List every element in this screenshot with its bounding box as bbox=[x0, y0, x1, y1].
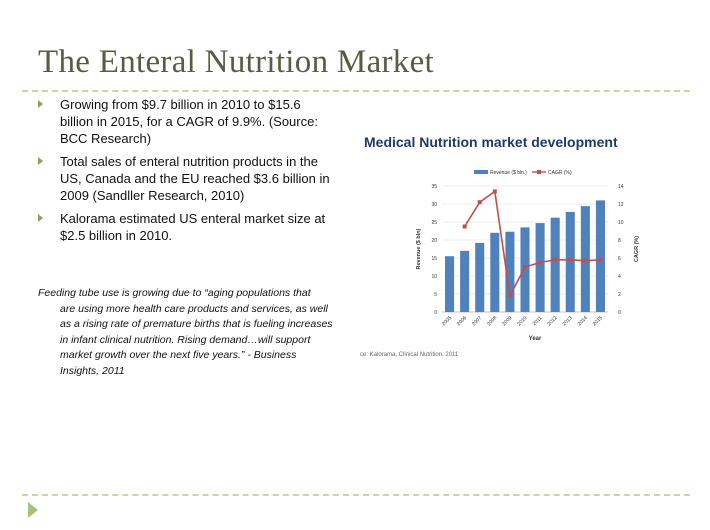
cagr-point bbox=[523, 265, 527, 269]
legend-line-marker bbox=[537, 170, 541, 174]
bar bbox=[565, 211, 575, 312]
bar bbox=[535, 223, 545, 312]
x-tick-label: 2007 bbox=[471, 315, 483, 327]
quote-first-line: Feeding tube use is growing due to “agin… bbox=[38, 287, 311, 299]
y2-tick-label: 14 bbox=[618, 184, 624, 190]
next-slide-arrow-icon[interactable] bbox=[28, 502, 38, 518]
y2-tick-label: 4 bbox=[618, 274, 621, 280]
cagr-point bbox=[568, 257, 573, 262]
slide-title: The Enteral Nutrition Market bbox=[38, 44, 435, 80]
bar bbox=[475, 242, 485, 312]
x-tick-label: 2011 bbox=[532, 315, 544, 327]
y-tick-label: 5 bbox=[434, 292, 437, 298]
y2-tick-label: 12 bbox=[618, 202, 624, 208]
cagr-point bbox=[538, 260, 543, 265]
cagr-point bbox=[492, 189, 497, 194]
bar bbox=[490, 232, 500, 312]
x-tick-label: 2013 bbox=[562, 315, 574, 327]
x-tick-label: 2009 bbox=[501, 315, 513, 327]
chart-source-note: ce: Kalorama, Clinical Nutrition, 2011 bbox=[360, 352, 459, 358]
y2-tick-label: 2 bbox=[618, 292, 621, 298]
y-tick-label: 10 bbox=[431, 274, 437, 280]
bar bbox=[460, 250, 470, 312]
bar bbox=[595, 200, 605, 312]
bullet-arrow-icon bbox=[38, 214, 43, 222]
bullet-text: Growing from $9.7 billion in 2010 to $15… bbox=[60, 97, 318, 146]
legend-label: CAGR (%) bbox=[548, 170, 572, 176]
bullet-item: Growing from $9.7 billion in 2010 to $15… bbox=[36, 96, 336, 147]
quote-block: Feeding tube use is growing due to “agin… bbox=[38, 286, 336, 379]
y2-tick-label: 0 bbox=[618, 310, 621, 316]
legend-label: Revenue ($ bln.) bbox=[490, 170, 527, 176]
y-axis-label: Revenue ($ bln) bbox=[416, 228, 422, 269]
cagr-point bbox=[507, 293, 512, 298]
y-tick-label: 20 bbox=[431, 238, 437, 244]
bullet-list: Growing from $9.7 billion in 2010 to $15… bbox=[36, 96, 336, 250]
cagr-point bbox=[477, 200, 482, 205]
quote-body: are using more health care products and … bbox=[60, 302, 333, 377]
bullet-item: Kalorama estimated US enteral market siz… bbox=[36, 210, 336, 244]
chart-title: Medical Nutrition market development bbox=[364, 134, 618, 150]
bar bbox=[520, 227, 530, 312]
cagr-point bbox=[583, 258, 588, 263]
x-tick-label: 2006 bbox=[456, 315, 468, 327]
x-tick-label: 2010 bbox=[516, 315, 528, 327]
bar bbox=[445, 256, 455, 312]
y2-tick-label: 8 bbox=[618, 238, 621, 244]
x-tick-label: 2015 bbox=[592, 315, 604, 327]
bar bbox=[550, 217, 560, 312]
x-tick-label: 2008 bbox=[486, 315, 498, 327]
x-tick-label: 2014 bbox=[577, 315, 589, 327]
bullet-arrow-icon bbox=[38, 157, 43, 165]
y2-tick-label: 6 bbox=[618, 256, 621, 262]
bullet-arrow-icon bbox=[38, 100, 43, 108]
x-tick-label: 2012 bbox=[546, 315, 558, 327]
bullet-text: Kalorama estimated US enteral market siz… bbox=[60, 211, 326, 243]
y-tick-label: 15 bbox=[431, 256, 437, 262]
y-tick-label: 25 bbox=[431, 220, 437, 226]
footer-divider bbox=[22, 494, 690, 496]
y-tick-label: 0 bbox=[434, 310, 437, 316]
cagr-point bbox=[462, 224, 467, 229]
y2-axis-label: CAGR (%) bbox=[634, 236, 640, 262]
cagr-point bbox=[553, 257, 558, 262]
y-tick-label: 35 bbox=[431, 184, 437, 190]
cagr-point bbox=[598, 257, 603, 262]
title-divider bbox=[22, 90, 690, 92]
x-axis-label: Year bbox=[529, 336, 542, 342]
x-tick-label: 2005 bbox=[441, 315, 453, 327]
bullet-item: Total sales of enteral nutrition product… bbox=[36, 153, 336, 204]
legend-bar-swatch bbox=[474, 170, 488, 174]
y2-tick-label: 10 bbox=[618, 220, 624, 226]
y-tick-label: 30 bbox=[431, 202, 437, 208]
bar bbox=[505, 231, 515, 312]
cagr-line bbox=[463, 189, 601, 299]
bullet-text: Total sales of enteral nutrition product… bbox=[60, 154, 330, 203]
